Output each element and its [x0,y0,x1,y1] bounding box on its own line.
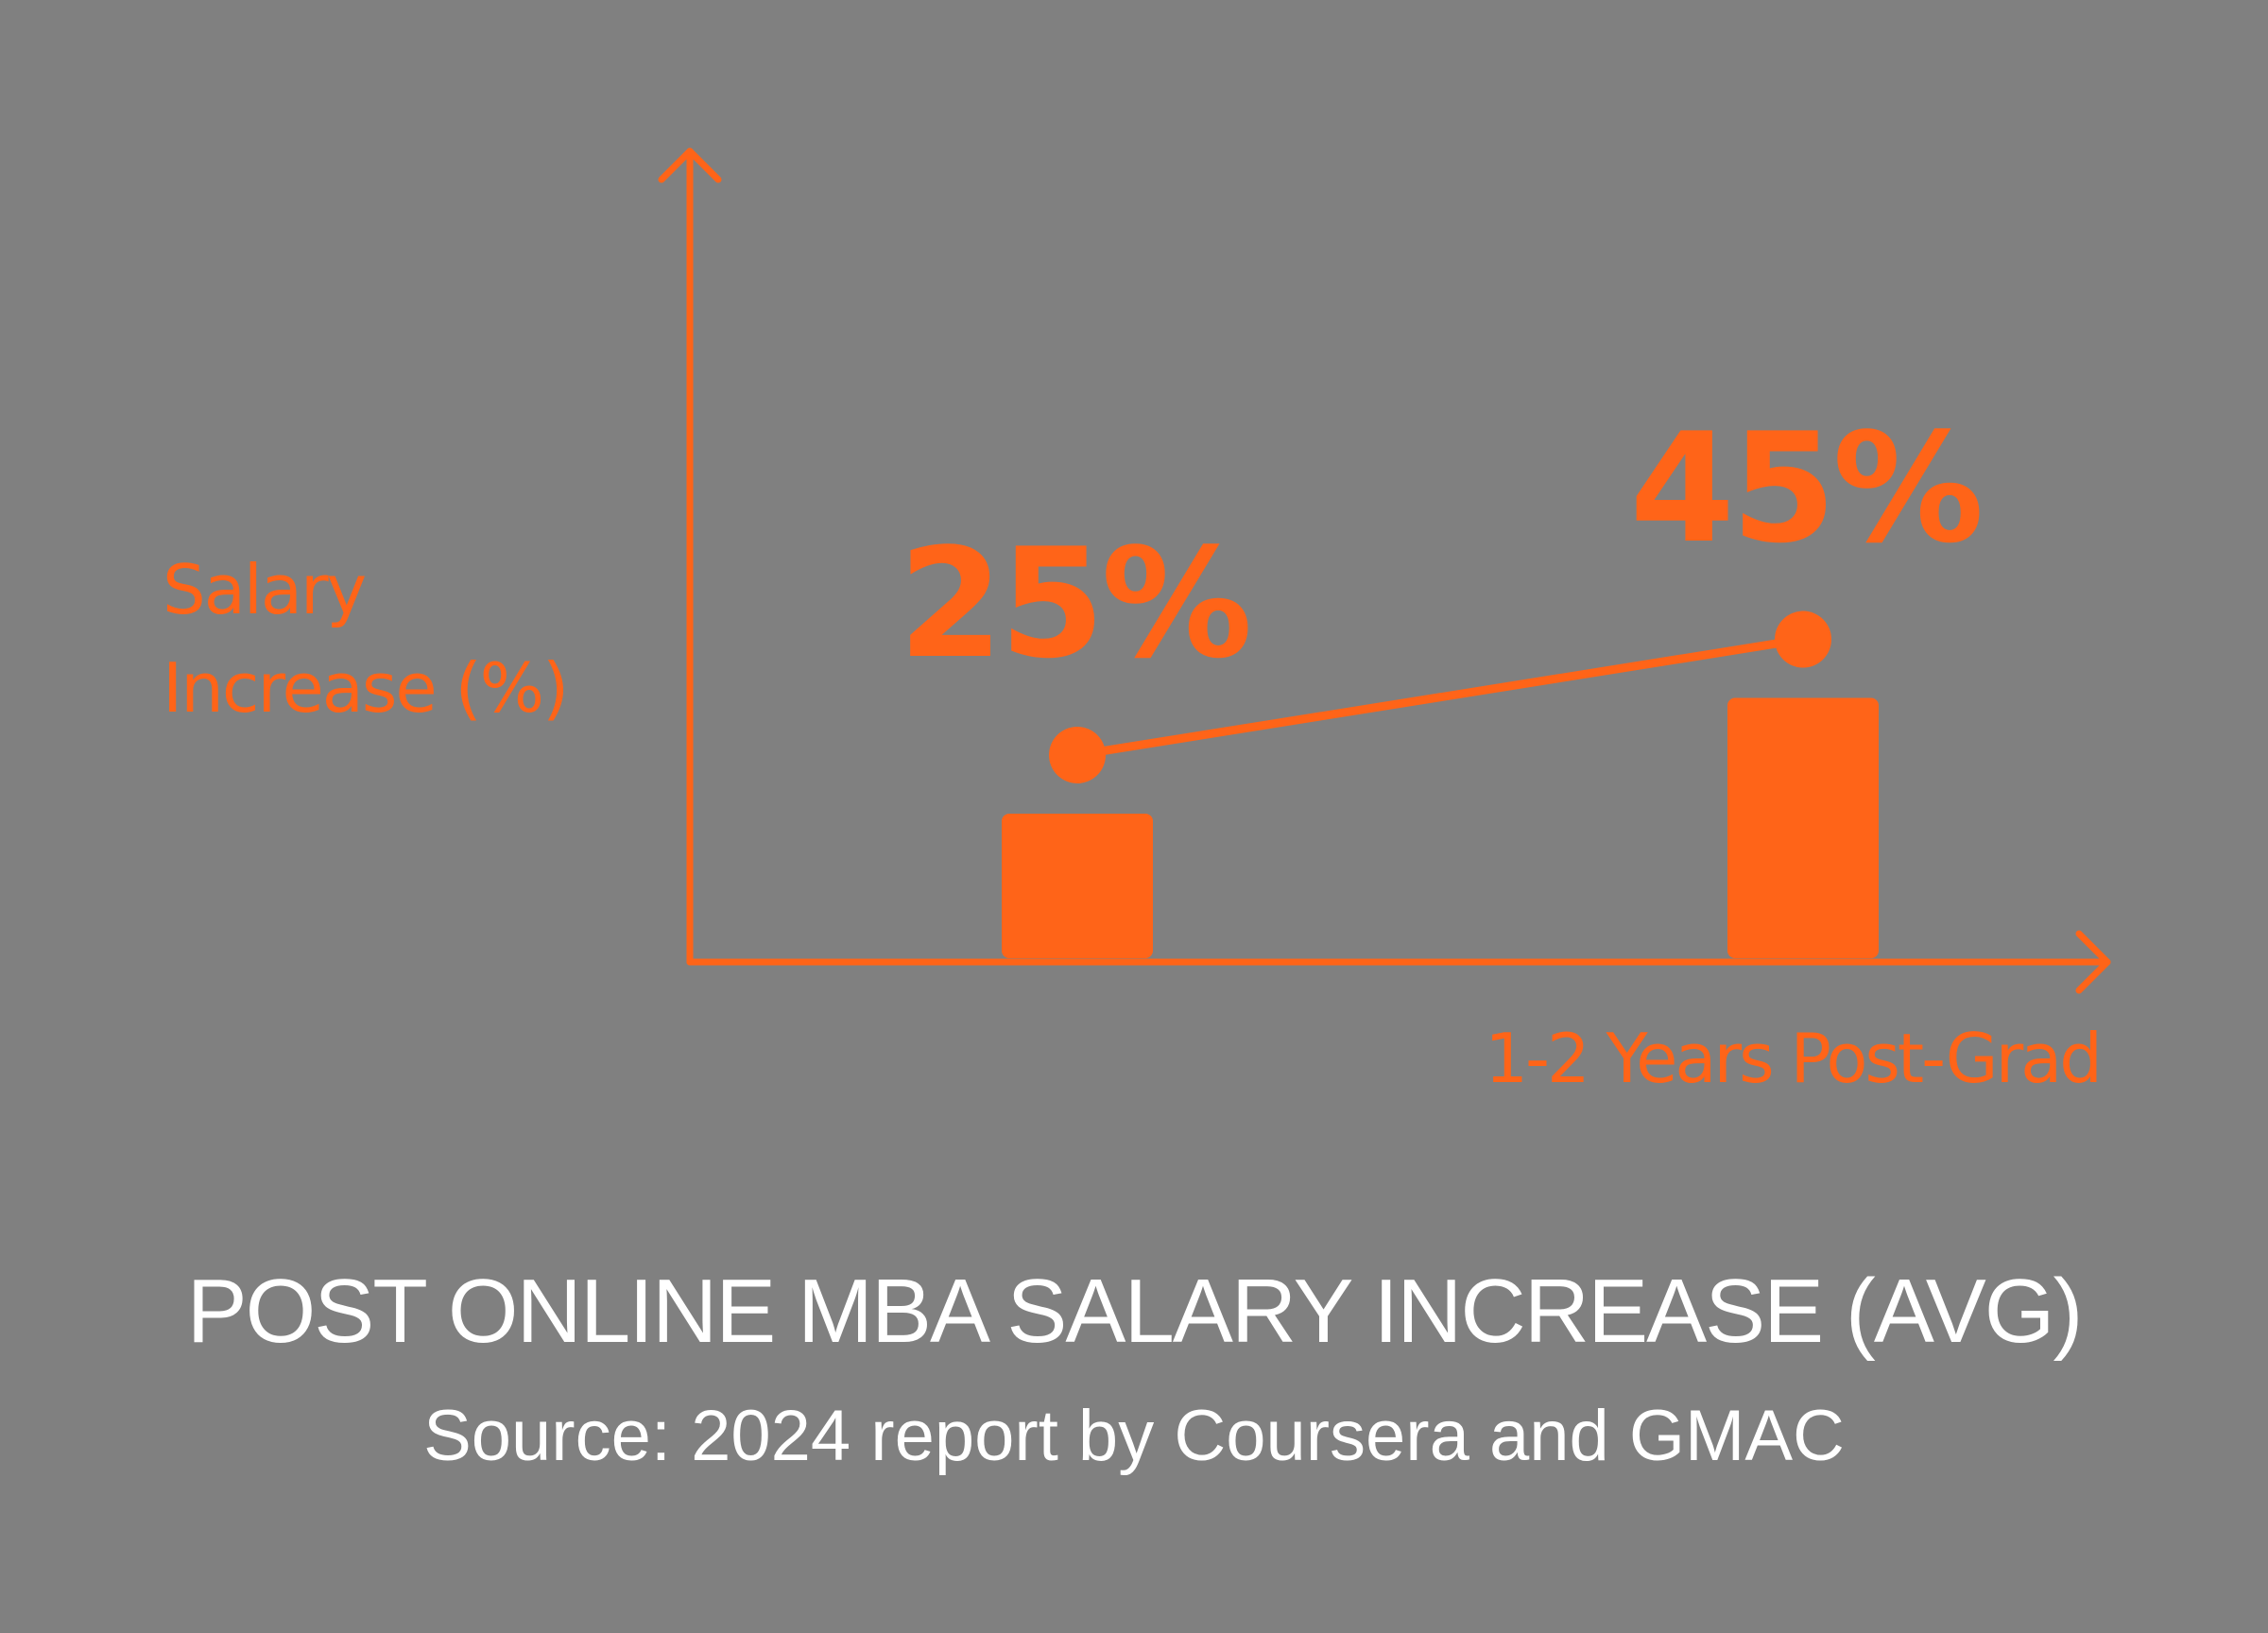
line-overlay [1049,610,1831,783]
x-axis-arrowhead-icon [2075,930,2111,994]
y-axis-label-line: Salary [163,550,367,629]
bar [1727,697,1879,958]
chart-source: Source: 2024 report by Coursera and GMAC [423,1396,1845,1476]
y-axis-label: Salary Increase (%) [163,541,654,737]
data-label: 45% [1629,399,1984,576]
chart-axes [658,147,2111,994]
data-label: 25% [898,514,1253,692]
y-axis-label-line: Increase (%) [163,648,569,728]
x-axis-label: 1-2 Years Post-Grad [1485,1019,2103,1098]
bar [1002,813,1153,958]
bar-series [1002,697,1879,958]
trend-line [1076,635,1804,760]
line-marker [1049,726,1106,783]
chart-title: POST ONLINE MBA SALARY INCREASE (AVG) [186,1261,2084,1362]
line-marker [1775,610,1831,668]
y-axis-arrowhead-icon [658,147,722,183]
